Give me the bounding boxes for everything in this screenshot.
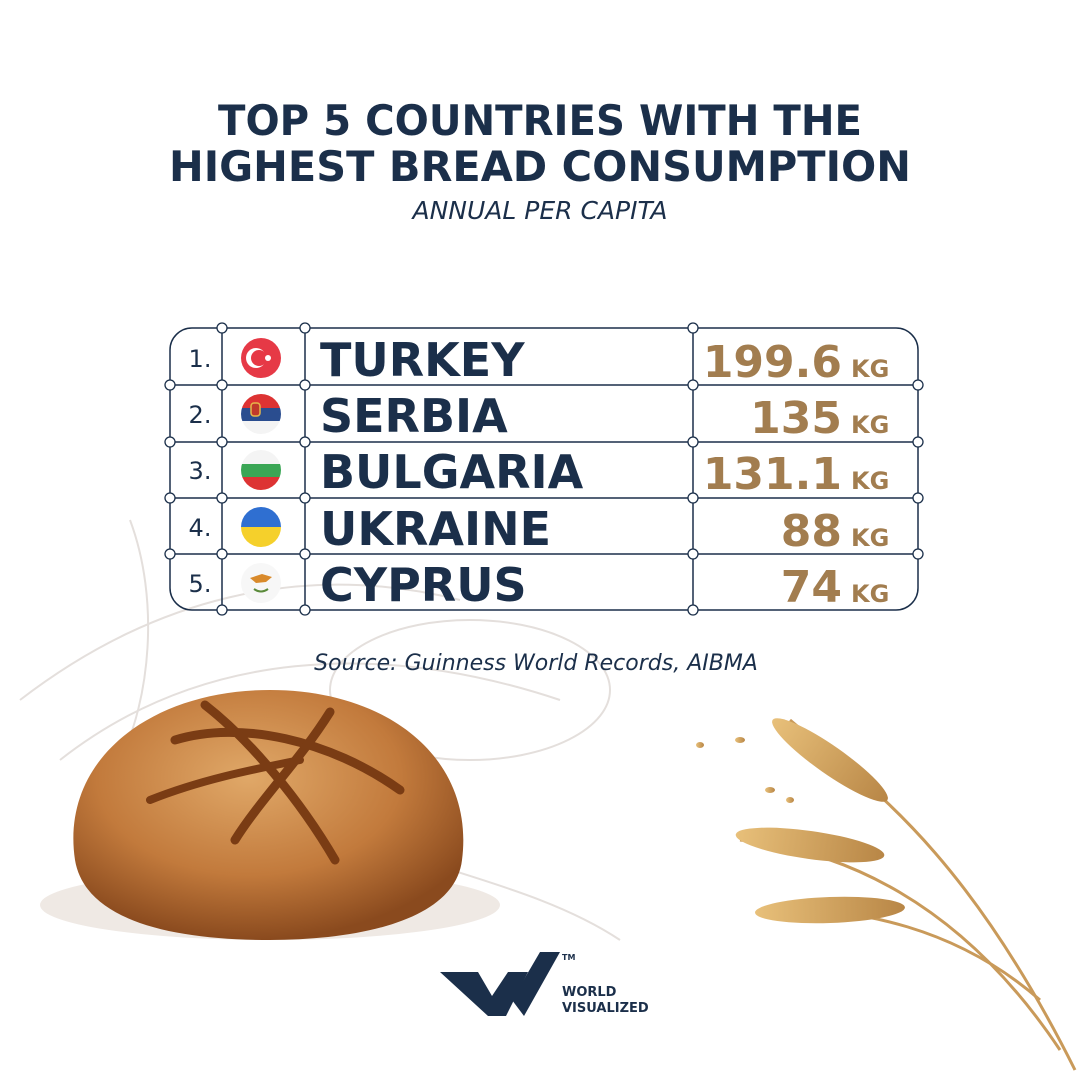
flag-serbia xyxy=(241,394,281,434)
value: 74 xyxy=(781,562,842,613)
rank: 5. xyxy=(189,570,212,598)
flag-cyprus xyxy=(241,563,281,603)
unit: KG xyxy=(851,580,889,608)
unit: KG xyxy=(851,411,889,439)
logo: TM WORLD VISUALIZED xyxy=(440,952,649,1016)
logo-text: WORLD xyxy=(562,985,617,1000)
value: 135 xyxy=(750,393,842,444)
unit: KG xyxy=(851,524,889,552)
rank: 1. xyxy=(189,345,212,373)
flag-bulgaria xyxy=(241,450,281,490)
logo-text: VISUALIZED xyxy=(562,1001,649,1016)
rank: 2. xyxy=(189,401,212,429)
unit: KG xyxy=(851,355,889,383)
logo-trademark: TM xyxy=(562,953,575,962)
rank: 3. xyxy=(189,457,212,485)
country: TURKEY xyxy=(320,333,525,387)
value: 199.6 xyxy=(703,337,842,388)
country: SERBIA xyxy=(320,389,508,443)
source: Source: Guinness World Records, AIBMA xyxy=(314,651,758,676)
country: UKRAINE xyxy=(320,502,551,556)
subtitle: ANNUAL PER CAPITA xyxy=(410,196,667,225)
title-line: HIGHEST BREAD CONSUMPTION xyxy=(169,142,911,191)
table-rows: 1. TURKEY 199.6 KG 2. SERBIA 135 KG 3. B… xyxy=(189,333,890,613)
country: BULGARIA xyxy=(320,445,584,499)
country: CYPRUS xyxy=(320,558,527,612)
table-grid xyxy=(164,322,924,616)
value: 88 xyxy=(781,506,842,557)
title-line: TOP 5 COUNTRIES WITH THE xyxy=(218,96,862,145)
flag-turkey xyxy=(241,338,281,378)
bread-illustration xyxy=(40,690,500,940)
flag-ukraine xyxy=(241,507,281,547)
wheat-illustration xyxy=(696,718,1077,1071)
rank: 4. xyxy=(189,514,212,542)
unit: KG xyxy=(851,467,889,495)
value: 131.1 xyxy=(703,449,842,500)
